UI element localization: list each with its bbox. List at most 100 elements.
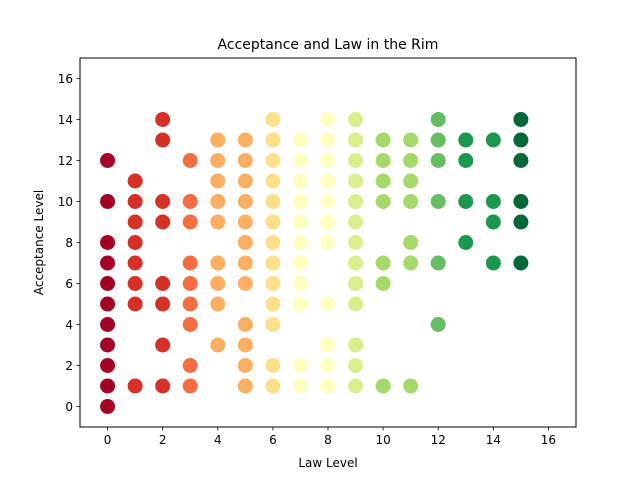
scatter-point xyxy=(430,194,446,209)
scatter-point xyxy=(127,276,143,291)
scatter-point xyxy=(237,214,253,230)
scatter-point xyxy=(375,132,391,148)
scatter-point xyxy=(348,296,364,312)
scatter-point xyxy=(100,255,116,271)
scatter-point xyxy=(320,337,336,353)
scatter-point xyxy=(182,194,198,209)
scatter-point xyxy=(513,214,529,230)
scatter-point xyxy=(375,255,391,271)
points-layer xyxy=(100,112,529,414)
scatter-point xyxy=(320,235,336,250)
scatter-point xyxy=(375,378,391,394)
scatter-point xyxy=(320,378,336,394)
scatter-point xyxy=(237,132,253,148)
scatter-point xyxy=(458,153,474,168)
scatter-point xyxy=(292,173,308,189)
y-tick-label: 16 xyxy=(58,72,73,86)
scatter-point xyxy=(265,132,281,148)
scatter-point xyxy=(237,173,253,189)
scatter-point xyxy=(348,153,364,168)
scatter-point xyxy=(155,132,171,148)
scatter-point xyxy=(348,235,364,250)
scatter-point xyxy=(237,378,253,394)
scatter-point xyxy=(348,132,364,148)
scatter-point xyxy=(155,214,171,230)
scatter-point xyxy=(292,296,308,312)
scatter-point xyxy=(265,255,281,271)
scatter-point xyxy=(403,194,419,209)
scatter-point xyxy=(237,153,253,168)
scatter-point xyxy=(403,132,419,148)
scatter-point xyxy=(210,276,226,291)
scatter-point xyxy=(320,194,336,209)
scatter-point xyxy=(155,296,171,312)
scatter-point xyxy=(182,276,198,291)
scatter-point xyxy=(265,173,281,189)
scatter-point xyxy=(265,317,281,332)
scatter-point xyxy=(127,255,143,271)
scatter-point xyxy=(485,214,501,230)
scatter-point xyxy=(458,235,474,250)
scatter-point xyxy=(127,296,143,312)
scatter-point xyxy=(155,378,171,394)
scatter-point xyxy=(265,214,281,230)
scatter-point xyxy=(292,235,308,250)
scatter-point xyxy=(430,153,446,168)
scatter-point xyxy=(155,112,171,127)
chart-title: Acceptance and Law in the Rim xyxy=(218,37,439,53)
y-tick-label: 12 xyxy=(58,154,73,168)
scatter-point xyxy=(182,153,198,168)
scatter-point xyxy=(127,194,143,209)
scatter-point xyxy=(348,337,364,353)
scatter-point xyxy=(348,358,364,373)
x-axis-title: Law Level xyxy=(298,456,357,470)
x-tick-label: 8 xyxy=(324,433,332,447)
scatter-point xyxy=(403,173,419,189)
scatter-point xyxy=(458,132,474,148)
y-tick-label: 8 xyxy=(65,236,73,250)
scatter-point xyxy=(292,276,308,291)
scatter-point xyxy=(182,214,198,230)
y-tick-label: 4 xyxy=(65,318,73,332)
scatter-point xyxy=(292,255,308,271)
scatter-point xyxy=(155,276,171,291)
scatter-point xyxy=(100,337,116,353)
scatter-point xyxy=(210,132,226,148)
scatter-point xyxy=(292,132,308,148)
scatter-point xyxy=(237,358,253,373)
scatter-point xyxy=(320,132,336,148)
scatter-point xyxy=(430,112,446,127)
scatter-point xyxy=(458,194,474,209)
scatter-point xyxy=(292,194,308,209)
scatter-point xyxy=(513,255,529,271)
scatter-point xyxy=(375,153,391,168)
y-tick-label: 10 xyxy=(58,195,73,209)
scatter-point xyxy=(265,378,281,394)
scatter-point xyxy=(265,194,281,209)
scatter-point xyxy=(100,358,116,373)
x-tick-label: 12 xyxy=(431,433,446,447)
y-axis-title: Acceptance Level xyxy=(32,190,46,295)
scatter-point xyxy=(237,337,253,353)
scatter-point xyxy=(292,378,308,394)
scatter-point xyxy=(348,255,364,271)
scatter-point xyxy=(430,255,446,271)
scatter-point xyxy=(100,399,116,414)
scatter-point xyxy=(513,112,529,127)
scatter-point xyxy=(210,296,226,312)
scatter-point xyxy=(265,235,281,250)
scatter-point xyxy=(348,276,364,291)
scatter-point xyxy=(265,358,281,373)
scatter-point xyxy=(403,378,419,394)
scatter-point xyxy=(375,194,391,209)
scatter-point xyxy=(210,173,226,189)
scatter-point xyxy=(348,173,364,189)
scatter-point xyxy=(210,194,226,209)
scatter-point xyxy=(127,173,143,189)
scatter-point xyxy=(292,214,308,230)
x-tick-label: 16 xyxy=(541,433,556,447)
scatter-point xyxy=(513,194,529,209)
scatter-point xyxy=(375,173,391,189)
